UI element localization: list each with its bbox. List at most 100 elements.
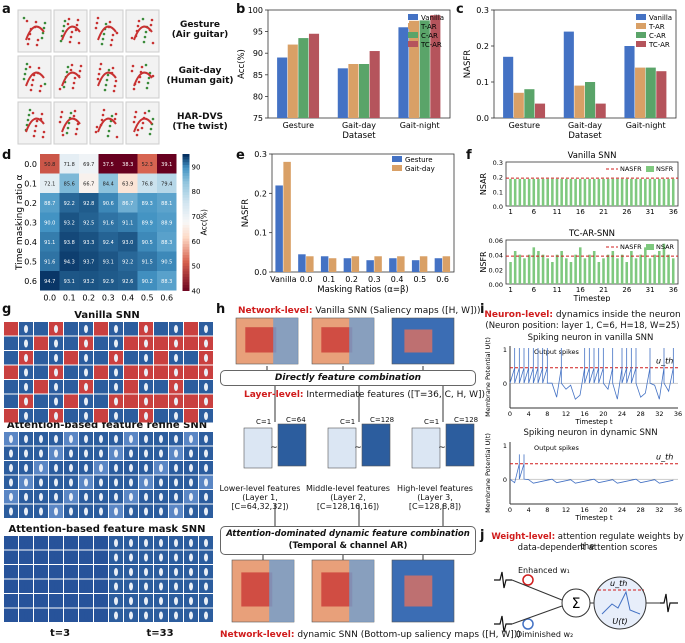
event-dot [114, 112, 118, 116]
a-row1-label: Gesture (Air guitar) [171, 20, 229, 40]
feature-blob [204, 449, 208, 458]
h-high-c2: C=128 [454, 416, 479, 424]
bar-gesture [320, 256, 329, 272]
x-tick-label: 26 [622, 208, 631, 216]
y-tick-label: 0.2 [476, 42, 489, 51]
event-dot [31, 111, 35, 115]
colorbar-segment [182, 200, 190, 204]
panel-label-h: h [216, 302, 226, 317]
event-dot [141, 17, 145, 21]
event-dot [69, 68, 73, 72]
plot-frame [505, 161, 679, 207]
event-dot [103, 88, 107, 92]
heatmap-value: 92.6 [122, 279, 133, 285]
colorbar-segment [182, 164, 190, 169]
colorbar-segment [182, 197, 190, 201]
feature-blob [144, 464, 148, 472]
feature-blob [9, 507, 13, 516]
feature-blob [174, 597, 178, 605]
event-dot [40, 36, 44, 40]
chart-c: 0.0 0.1 0.2 0.3 Gesture Gait-day Gait-night Dat… [463, 6, 677, 141]
feature-blob [129, 507, 133, 516]
heatmap-value: 93.3 [83, 240, 94, 246]
y-tick-label: 90 [253, 49, 263, 58]
event-dot [143, 35, 147, 39]
heatmap-cell [79, 251, 99, 271]
h-low-c2: C=64 [286, 416, 306, 424]
event-dot [38, 89, 42, 93]
feature-map [4, 380, 18, 394]
bar-vanilla [337, 68, 348, 118]
y-axis-label: Membrane Potential U(t) [484, 337, 492, 417]
event-dot [66, 65, 70, 69]
event-dot [28, 65, 32, 69]
colorbar-segment [182, 230, 190, 234]
colorbar-segment [182, 244, 190, 248]
event-dot [75, 127, 79, 131]
event-dot [102, 108, 106, 112]
panel-h: Network-level: Vanilla SNN (Saliency map… [214, 302, 521, 643]
legend-entry: T-AR [648, 23, 665, 31]
bar-nsfr [588, 254, 591, 284]
feature-blob [144, 354, 148, 362]
heatmap-cell [137, 173, 157, 193]
feature-blob [114, 597, 118, 605]
saliency-map-top-1-cool [273, 318, 298, 364]
heatmap-value: 63.9 [122, 181, 133, 187]
bar-nsfr [620, 178, 624, 206]
event-dot [70, 63, 74, 67]
feature-map [154, 351, 168, 365]
x-tick-label: 0.3 [368, 275, 381, 284]
feature-blob [204, 478, 208, 487]
x-tick-label: 0.1 [323, 275, 336, 284]
feature-blob [174, 611, 178, 620]
event-dot [150, 18, 154, 22]
y-tick-label: 1 [503, 346, 507, 354]
colorbar-segment [182, 227, 190, 231]
feature-blob [99, 611, 103, 620]
event-dot [130, 36, 134, 40]
feature-blob [174, 507, 178, 516]
feature-map [154, 394, 168, 408]
feature-blob [54, 412, 58, 420]
bar-nsfr [653, 254, 656, 284]
heatmap-cell [118, 154, 138, 174]
feature-blob [54, 449, 58, 458]
feature-blob [99, 507, 103, 516]
bar-gesture [434, 258, 443, 272]
colorbar-segment [182, 175, 190, 180]
heatmap-cell [118, 212, 138, 232]
feature-map [94, 322, 108, 336]
feature-map [4, 365, 18, 379]
saliency-map-bot-2-hot [321, 572, 353, 607]
bar-nsfr [523, 178, 526, 206]
heatmap-value: 93.8 [64, 240, 75, 246]
y-tick-label: 100 [248, 6, 263, 15]
feature-blob [39, 539, 43, 547]
feature-blob [54, 339, 58, 348]
bar-nsfr [639, 254, 642, 284]
y-axis-label: NASFR [241, 199, 251, 227]
event-dot [109, 43, 113, 47]
feature-blob [144, 582, 148, 591]
heatmap-cell [137, 212, 157, 232]
event-dot [27, 37, 31, 41]
feature-blob [39, 568, 43, 576]
x-tick-label: 0.2 [82, 294, 95, 303]
heatmap-cell [157, 212, 177, 232]
feature-blob [69, 597, 73, 605]
event-dot [25, 62, 29, 66]
feature-map [184, 365, 198, 379]
heatmap-value: 92.2 [64, 201, 75, 207]
event-dot [105, 78, 109, 82]
y-tick-label: 0.3 [493, 159, 503, 167]
event-dot [60, 110, 64, 114]
bar-nsfr [532, 178, 536, 206]
heatmap-value: 50.8 [44, 162, 55, 168]
chart-b: 75 80 85 90 95 100 Gesture Gait-day Gait-night Da… [237, 6, 451, 141]
feature-map [94, 365, 108, 379]
feature-blob [114, 464, 118, 472]
colorbar-segment [182, 279, 190, 283]
bar-nsfr [555, 254, 559, 284]
bar-nsfr [555, 178, 559, 206]
